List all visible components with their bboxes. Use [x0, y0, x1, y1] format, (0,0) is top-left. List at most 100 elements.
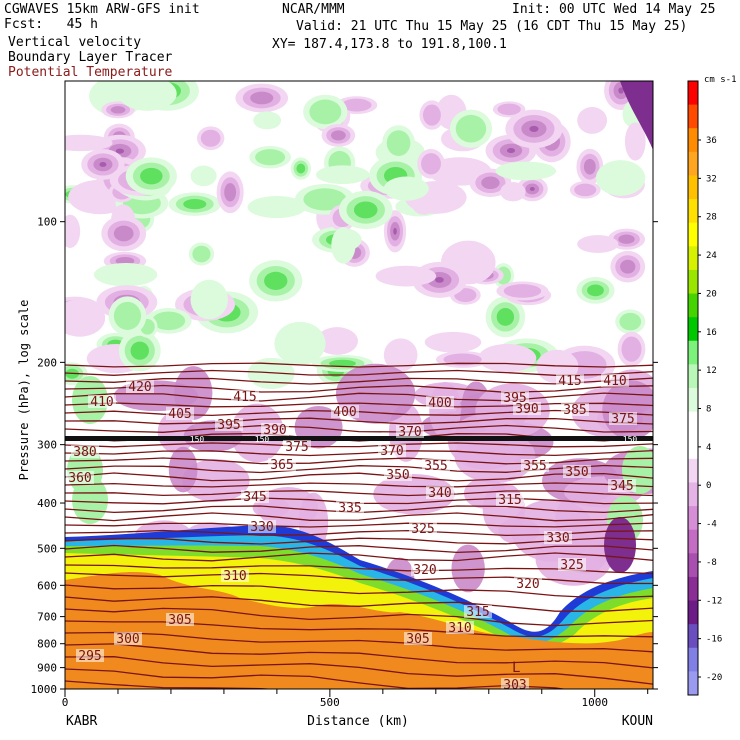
theta-label-bg	[514, 577, 542, 590]
theta-label: 375	[285, 440, 308, 455]
downdraft-cell	[503, 284, 542, 298]
theta-label-bg	[384, 468, 412, 481]
theta-contour	[65, 482, 653, 488]
theta-contour	[65, 620, 653, 638]
downdraft-cell	[620, 259, 636, 274]
theta-label-bg	[396, 425, 424, 438]
updraft-cell	[296, 163, 306, 174]
theta-label-bg	[563, 465, 591, 478]
theta-contour	[65, 472, 653, 482]
colorbar-swatch	[688, 199, 698, 224]
theta-label-bg	[221, 569, 249, 582]
x-axis: 0 500 1000	[62, 689, 649, 709]
theta-label-bg	[409, 522, 437, 535]
theta-contour	[65, 377, 653, 385]
y-tick-label: 300	[37, 439, 57, 452]
theta-contour	[65, 643, 653, 669]
plot-frame	[64, 80, 654, 690]
theta-label: 415	[233, 390, 256, 405]
theta-label-bg	[66, 471, 94, 484]
downdraft-cell	[500, 182, 526, 202]
theta-contour	[65, 584, 653, 599]
theta-label: 300	[116, 632, 139, 647]
colorbar-swatch	[688, 293, 698, 318]
tropopause-label: 150	[255, 435, 270, 444]
theta-label: 415	[558, 374, 581, 389]
theta-contour	[65, 490, 653, 497]
colorbar-swatch	[688, 482, 698, 507]
field-label-vertical-velocity: Vertical velocity	[8, 35, 142, 50]
theta-contour	[65, 362, 653, 368]
theta-label-bg	[426, 396, 454, 409]
updraft-cell	[595, 160, 646, 196]
downdraft-cell	[618, 234, 635, 244]
downdraft-cell	[65, 214, 81, 248]
colorbar-swatch	[688, 435, 698, 460]
theta-label: 375	[611, 412, 634, 427]
tropopause-label: 150	[623, 435, 638, 444]
colorbar-swatch	[688, 175, 698, 200]
theta-label-bg	[513, 402, 541, 415]
updraft-cell	[253, 111, 282, 130]
theta-label-bg	[166, 407, 194, 420]
theta-label-bg	[331, 405, 359, 418]
x-endpoint-right: KOUN	[622, 714, 653, 729]
theta-label: 340	[428, 486, 451, 501]
colorbar-tick-label: -8	[706, 558, 717, 568]
theta-label: 385	[563, 403, 586, 418]
theta-label: 365	[270, 458, 293, 473]
updraft-cell	[118, 81, 177, 111]
downdraft-cell	[451, 544, 485, 593]
downdraft-cell	[373, 473, 455, 515]
theta-label-bg	[166, 613, 194, 626]
downdraft-cell	[618, 87, 624, 94]
downdraft-cell	[481, 176, 500, 190]
theta-label: 390	[515, 402, 538, 417]
downdraft-cell	[478, 343, 537, 373]
theta-contour	[65, 457, 653, 465]
downdraft-cell	[506, 148, 516, 154]
y-tick-label: 800	[37, 638, 57, 651]
colorbar: 36 32 28 24 20 16 12 8 4 0 -4 -8 -12 -16 -20	[687, 80, 722, 696]
downdraft-cell	[421, 153, 441, 175]
terrain-orange-lower	[65, 625, 653, 689]
tropopause-label: 150	[190, 435, 205, 444]
updraft-cell	[130, 341, 149, 360]
colorbar-swatch	[688, 269, 698, 295]
updraft-cell	[329, 359, 356, 368]
potential-temperature-contours	[65, 362, 653, 689]
theta-label: 405	[168, 407, 191, 422]
updraft-cell	[152, 311, 186, 331]
updraft-cell	[455, 114, 487, 143]
theta-label: 310	[223, 569, 246, 584]
theta-label-bg	[556, 374, 584, 387]
downdraft-cell	[157, 410, 195, 454]
theta-label-bg	[411, 563, 439, 576]
theta-label: 310	[448, 621, 471, 636]
downdraft-cell	[65, 299, 106, 337]
colorbar-tick-label: 20	[706, 289, 717, 299]
theta-label-bg	[248, 520, 276, 533]
theta-label: 350	[565, 465, 588, 480]
downdraft-cell	[375, 265, 437, 287]
x-tick-label: 500	[320, 696, 340, 709]
theta-label: 410	[90, 395, 113, 410]
theta-label: 420	[128, 380, 151, 395]
colorbar-tick-label: 24	[706, 251, 717, 261]
theta-label-bg	[76, 649, 104, 662]
theta-label-bg	[88, 395, 116, 408]
downdraft-cell	[250, 91, 274, 105]
theta-label-bg	[404, 632, 432, 645]
downdraft-cell	[224, 183, 237, 202]
colorbar-swatch	[688, 128, 698, 153]
theta-label-bg	[521, 459, 549, 472]
theta-label-bg	[496, 493, 524, 506]
colorbar-swatch	[688, 671, 698, 696]
theta-label-bg	[126, 380, 154, 393]
theta-label: 305	[406, 632, 429, 647]
theta-label: 295	[78, 649, 101, 664]
theta-label: 355	[424, 459, 447, 474]
colorbar-swatch	[688, 411, 698, 436]
updraft-cell	[496, 307, 515, 326]
x-axis-label: Distance (km)	[307, 714, 409, 729]
